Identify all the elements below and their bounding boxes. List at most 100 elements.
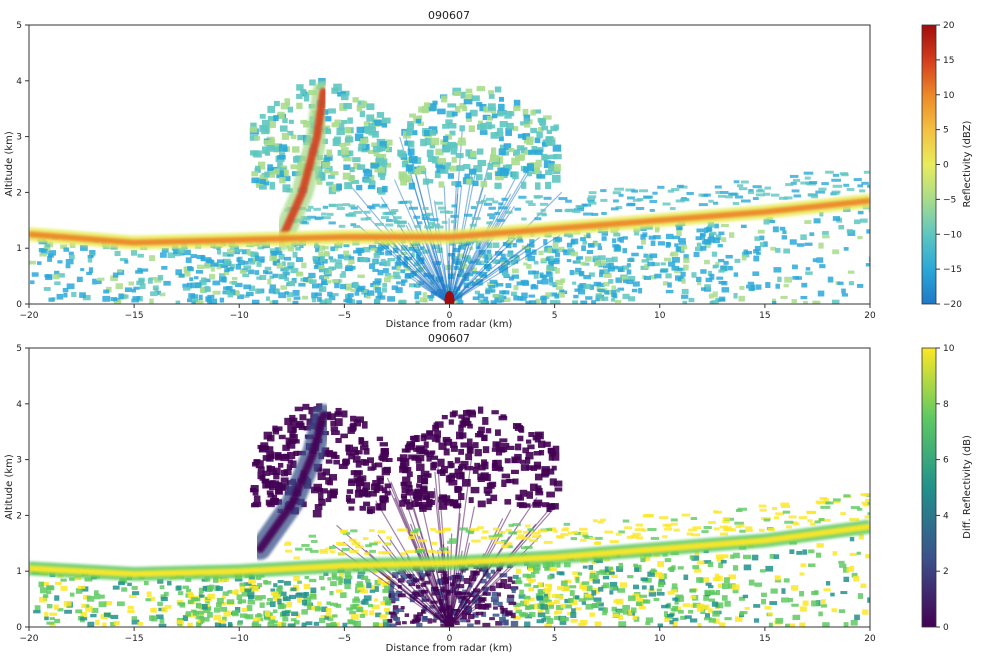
layer-cell xyxy=(493,533,503,537)
precip-cell xyxy=(543,587,551,593)
layer-cell xyxy=(396,528,404,532)
precip-cell xyxy=(210,262,219,267)
layer-cell xyxy=(540,208,546,212)
precip-cell xyxy=(319,274,324,279)
precip-cell xyxy=(261,595,266,600)
anvil-cell xyxy=(427,499,435,506)
precip-cell xyxy=(92,278,97,285)
precip-cell xyxy=(508,276,515,281)
precip-cell xyxy=(374,278,382,283)
precip-cell xyxy=(578,598,586,602)
precip-cell xyxy=(634,229,639,236)
precip-cell xyxy=(57,608,64,612)
precip-cell xyxy=(57,260,63,264)
precip-cell xyxy=(39,253,48,257)
precip-cell xyxy=(670,251,679,257)
precip-cell xyxy=(391,266,398,270)
precip-cell xyxy=(182,615,189,622)
precip-cell xyxy=(584,594,593,598)
precip-cell xyxy=(412,591,420,596)
precip-cell xyxy=(97,277,105,281)
layer-cell xyxy=(789,174,799,178)
layer-cell xyxy=(307,205,314,209)
precip-cell xyxy=(193,276,199,280)
precip-cell xyxy=(121,294,129,299)
anvil-cell xyxy=(374,462,383,468)
precip-cell xyxy=(492,294,501,298)
layer-cell xyxy=(421,213,431,217)
anvil-cell xyxy=(370,483,380,491)
precip-cell xyxy=(150,291,158,297)
precip-cell xyxy=(641,259,649,263)
layer-cell xyxy=(737,184,744,188)
anvil-cell xyxy=(407,123,415,130)
precip-cell xyxy=(330,581,337,587)
layer-cell xyxy=(692,526,702,530)
anvil-cell xyxy=(331,430,340,436)
precip-cell xyxy=(591,561,600,565)
precip-cell xyxy=(527,255,536,262)
precip-cell xyxy=(309,593,317,600)
precip-cell xyxy=(200,617,205,624)
anvil-cell xyxy=(420,165,426,172)
anvil-cell xyxy=(361,421,368,429)
precip-cell xyxy=(803,300,808,304)
precip-cell xyxy=(598,586,604,592)
layer-cell xyxy=(516,536,526,540)
precip-cell xyxy=(287,281,295,287)
precip-cell xyxy=(408,246,415,251)
anvil-cell xyxy=(525,457,531,464)
precip-cell xyxy=(363,595,372,601)
layer-cell xyxy=(525,200,533,204)
anvil-cell xyxy=(515,443,522,451)
panel-title: 090607 xyxy=(428,9,470,22)
precip-cell xyxy=(506,597,515,603)
precip-cell xyxy=(721,287,730,293)
precip-cell xyxy=(270,588,276,592)
layer-cell xyxy=(319,550,329,554)
precip-cell xyxy=(199,287,206,293)
anvil-cell xyxy=(435,148,444,156)
precip-cell xyxy=(176,600,184,604)
precip-cell xyxy=(227,292,234,298)
precip-cell xyxy=(345,293,350,300)
layer-cell xyxy=(384,542,391,546)
anvil-cell xyxy=(548,452,555,461)
anvil-cell xyxy=(476,430,484,438)
precip-cell xyxy=(680,271,686,277)
anvil-cell xyxy=(476,124,486,130)
anvil-cell xyxy=(454,468,463,474)
precip-cell xyxy=(414,294,420,300)
precip-cell xyxy=(715,297,721,303)
precip-cell xyxy=(47,253,54,258)
precip-cell xyxy=(477,293,485,299)
precip-cell xyxy=(237,294,244,300)
precip-cell xyxy=(621,276,627,282)
precip-cell xyxy=(545,608,550,615)
layer-cell xyxy=(791,189,800,193)
precip-cell xyxy=(832,551,838,556)
layer-cell xyxy=(489,216,495,220)
precip-cell xyxy=(759,235,765,241)
precip-cell xyxy=(849,536,855,542)
precip-cell xyxy=(432,244,441,250)
precip-cell xyxy=(727,583,736,589)
precip-cell xyxy=(494,297,502,303)
anvil-cell xyxy=(443,438,453,446)
precip-cell xyxy=(592,255,601,260)
layer-cell xyxy=(588,201,597,205)
precip-cell xyxy=(379,614,388,619)
precip-cell xyxy=(387,296,396,302)
anvil-cell xyxy=(517,435,524,442)
precip-cell xyxy=(735,616,743,622)
anvil-cell xyxy=(533,499,543,506)
layer-cell xyxy=(399,200,408,204)
precip-cell xyxy=(492,242,500,248)
anvil-cell xyxy=(287,451,296,459)
anvil-cell xyxy=(486,115,494,121)
anvil-cell xyxy=(441,495,451,503)
precip-cell xyxy=(631,252,639,257)
precip-cell xyxy=(559,571,565,576)
anvil-cell xyxy=(447,460,454,469)
precip-cell xyxy=(60,578,67,582)
